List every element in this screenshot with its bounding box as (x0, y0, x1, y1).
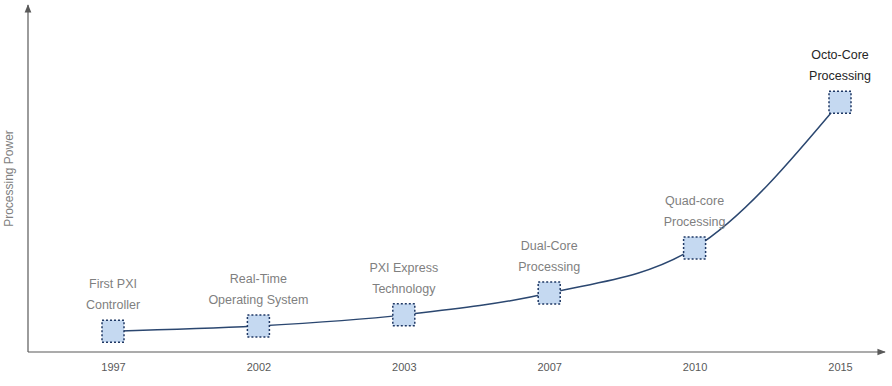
plot-area (102, 91, 851, 342)
marker (684, 237, 706, 259)
annotation: First PXI Controller (86, 277, 140, 312)
y-axis (28, 5, 29, 352)
x-tick: 2002 (247, 352, 271, 373)
annotation-line: Octo-Core (811, 48, 869, 62)
x-tick: 1997 (101, 352, 125, 373)
annotation-line: Real-Time (230, 272, 287, 286)
annotation: Dual-Core Processing (518, 239, 580, 274)
marker (393, 304, 415, 326)
x-tick: 2010 (683, 352, 707, 373)
annotation-line: Processing (664, 215, 726, 229)
marker (247, 315, 269, 337)
x-tick-label: 1997 (101, 361, 125, 373)
x-tick-label: 2003 (392, 361, 416, 373)
annotation-line: Processing (809, 69, 871, 83)
x-tick-label: 2002 (247, 361, 271, 373)
x-tick-label: 2015 (828, 361, 852, 373)
marker (538, 282, 560, 304)
markers (102, 91, 851, 342)
x-tick-label: 2007 (537, 361, 561, 373)
x-axis-line (28, 351, 885, 352)
annotation-line: First PXI (89, 277, 137, 291)
x-tick: 2007 (537, 352, 561, 373)
annotation-line: Technology (372, 282, 436, 296)
x-tick: 2003 (392, 352, 416, 373)
marker (829, 91, 851, 113)
annotations: First PXI Controller Real-Time Operating Sy… (86, 48, 871, 312)
line (113, 102, 840, 331)
chart: 1997 2002 2003 2007 2010 2015 Processing Power… (0, 0, 892, 386)
x-tick: 2015 (828, 352, 852, 373)
annotation: PXI Express Technology (369, 261, 438, 296)
annotation-line: Quad-core (665, 194, 724, 208)
annotation-line: Controller (86, 298, 140, 312)
annotation-line: Operating System (208, 293, 308, 307)
y-axis-title: Processing Power (2, 130, 16, 227)
annotation-line: Processing (518, 260, 580, 274)
annotation-line: PXI Express (369, 261, 438, 275)
annotation: Octo-Core Processing (809, 48, 871, 83)
x-tick-label: 2010 (683, 361, 707, 373)
annotation: Quad-core Processing (664, 194, 726, 229)
y-axis-line (27, 5, 28, 352)
annotation: Real-Time Operating System (208, 272, 308, 307)
x-axis: 1997 2002 2003 2007 2010 2015 (28, 352, 885, 373)
annotation-line: Dual-Core (521, 239, 578, 253)
marker (102, 320, 124, 342)
